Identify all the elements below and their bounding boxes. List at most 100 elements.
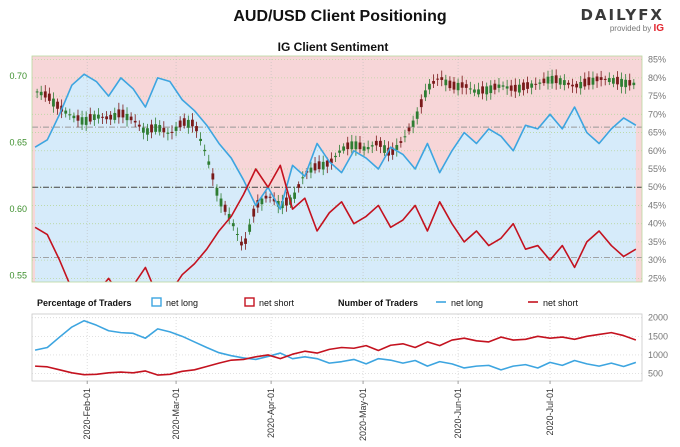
legend-left-long-label: net long xyxy=(166,298,198,308)
candle-body xyxy=(571,84,574,87)
candle-body xyxy=(538,82,542,84)
candle-body xyxy=(260,198,264,205)
candle-body xyxy=(301,177,305,179)
candle-body xyxy=(595,76,599,82)
bottom-right-axis-tick-label: 500 xyxy=(648,369,663,379)
candle-body xyxy=(611,78,615,84)
candle-body xyxy=(501,85,505,87)
candle-body xyxy=(240,241,243,246)
candle-body xyxy=(370,145,374,147)
candle-body xyxy=(497,84,501,88)
right-axis-tick-label: 40% xyxy=(648,219,666,229)
candle-body xyxy=(72,115,76,119)
candle-body xyxy=(297,184,301,188)
legend-left-short-swatch xyxy=(244,297,255,307)
candle-body xyxy=(309,167,313,173)
candle-body xyxy=(321,161,325,170)
legend-right-title: Number of Traders xyxy=(338,298,418,308)
x-axis-tick-label: 2020-Jun-01 xyxy=(453,388,463,439)
candle-body xyxy=(628,80,632,86)
candle-body xyxy=(195,126,198,132)
candle-body xyxy=(223,204,227,212)
candle-body xyxy=(47,93,51,101)
candle-body xyxy=(43,91,47,98)
candle-body xyxy=(558,78,562,85)
candle-body xyxy=(464,84,468,88)
candle-body xyxy=(415,111,419,119)
candle-body xyxy=(607,78,611,83)
candle-body xyxy=(481,86,485,94)
candle-body xyxy=(620,78,623,87)
candle-body xyxy=(456,82,460,91)
right-axis-tick-label: 55% xyxy=(648,164,666,174)
left-axis-tick-label: 0.65 xyxy=(9,137,27,147)
candle-body xyxy=(399,141,403,143)
candle-body xyxy=(534,83,538,85)
candle-body xyxy=(334,155,337,158)
candle-body xyxy=(403,136,407,138)
candle-body xyxy=(174,126,178,131)
candle-body xyxy=(362,146,366,151)
net-long-traders-line xyxy=(34,319,637,371)
candle-body xyxy=(101,116,104,118)
candle-body xyxy=(599,77,603,80)
candle-body xyxy=(211,173,215,180)
candle-body xyxy=(117,109,121,118)
right-axis-tick-label: 80% xyxy=(648,73,666,83)
candle-body xyxy=(97,114,100,119)
candle-body xyxy=(215,188,219,196)
candle-body xyxy=(526,82,529,89)
candle-body xyxy=(448,80,452,89)
candle-body xyxy=(88,114,92,122)
candle-body xyxy=(350,141,354,150)
candle-body xyxy=(162,127,166,133)
candle-body xyxy=(141,127,145,133)
candle-body xyxy=(158,124,162,132)
candle-body xyxy=(244,238,247,244)
candle-body xyxy=(522,82,525,91)
top-plot-area xyxy=(32,56,642,282)
candle-body xyxy=(182,118,186,126)
candle-body xyxy=(505,86,509,89)
net-long-area xyxy=(35,74,636,282)
candle-body xyxy=(121,109,125,118)
left-axis-tick-label: 0.60 xyxy=(9,204,27,214)
right-axis-tick-label: 25% xyxy=(648,273,666,283)
candle-body xyxy=(411,120,415,127)
candle-body xyxy=(313,163,317,171)
x-axis-tick-label: 2020-Apr-01 xyxy=(266,388,276,438)
candle-body xyxy=(268,196,272,198)
candle-body xyxy=(109,114,113,120)
legend-right-short-label: net short xyxy=(543,298,579,308)
legend-left-title: Percentage of Traders xyxy=(37,298,132,308)
candle-body xyxy=(575,83,579,88)
candle-body xyxy=(530,83,534,88)
legend-left-short-label: net short xyxy=(259,298,295,308)
candle-body xyxy=(579,81,583,89)
candle-body xyxy=(186,119,190,128)
logo-wordmark: DAILYFX xyxy=(580,6,664,24)
candle-body xyxy=(178,120,182,128)
candle-body xyxy=(419,99,423,108)
candle-body xyxy=(64,110,68,114)
candle-body xyxy=(146,128,149,135)
candle-body xyxy=(452,81,456,90)
candle-body xyxy=(493,83,497,90)
candle-body xyxy=(632,82,636,86)
bottom-plot-area: 2020-Feb-01 2020-Mar-01 2020-Apr-01 2020-Ma… xyxy=(31,313,643,441)
candle-body xyxy=(203,149,207,152)
candle-body xyxy=(154,124,158,132)
candle-body xyxy=(460,82,464,88)
candle-body xyxy=(583,78,587,87)
candle-body xyxy=(227,213,231,219)
candle-body xyxy=(509,85,513,91)
candle-body xyxy=(550,75,554,84)
net-long-pct-line xyxy=(34,73,637,210)
candle-body xyxy=(587,77,591,86)
right-axis-tick-label: 65% xyxy=(648,128,666,138)
top-plot-frame xyxy=(31,55,643,283)
candle-body xyxy=(383,145,386,153)
candle-body xyxy=(542,78,546,84)
right-axis-tick-label: 45% xyxy=(648,200,666,210)
